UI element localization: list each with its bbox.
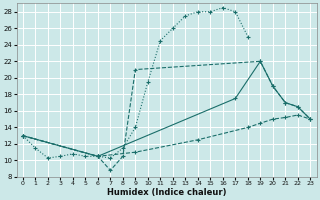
- X-axis label: Humidex (Indice chaleur): Humidex (Indice chaleur): [107, 188, 226, 197]
